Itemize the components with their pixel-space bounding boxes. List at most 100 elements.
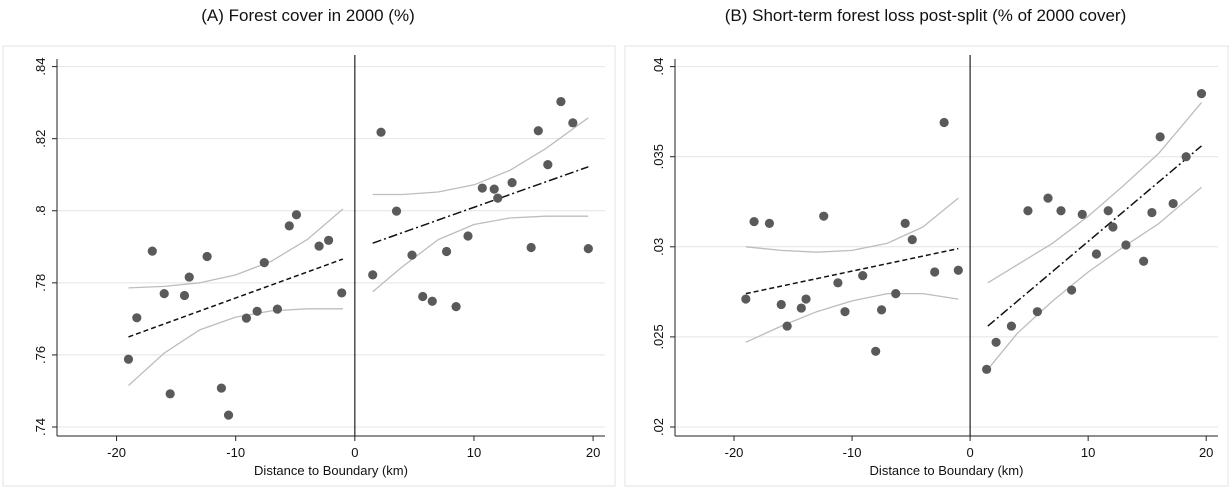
data-point [202, 251, 212, 262]
data-point [907, 234, 917, 245]
y-tick-label: .035 [651, 144, 666, 169]
ci-lower-left [128, 308, 343, 386]
data-point [991, 337, 1001, 347]
panel-a: (A) Forest cover in 2000 (%) .74 .76 .78 .8… [2, 6, 616, 487]
data-point [526, 242, 536, 253]
data-point [291, 210, 302, 220]
data-point [876, 305, 887, 315]
y-tick-label: .8 [33, 205, 48, 216]
data-point [252, 306, 262, 316]
y-tick-label: .03 [651, 238, 666, 256]
x-tick-label: 10 [467, 445, 481, 460]
data-point [796, 303, 806, 313]
data-point [427, 296, 437, 306]
data-point [165, 389, 175, 399]
y-tick-label: .84 [33, 58, 48, 76]
data-point [782, 321, 792, 331]
data-point [568, 118, 578, 128]
data-point [1147, 207, 1157, 218]
data-point [451, 302, 461, 312]
y-tick-label: .82 [33, 130, 48, 148]
x-tick-label: -20 [725, 445, 744, 460]
x-tick-label: 20 [586, 445, 600, 460]
data-point [223, 410, 234, 420]
data-point [1056, 206, 1066, 216]
data-point [493, 193, 503, 203]
data-point [1139, 256, 1149, 266]
data-point [741, 294, 751, 304]
data-point [982, 364, 992, 374]
data-point [858, 271, 868, 281]
data-point [241, 313, 252, 323]
data-point [556, 96, 566, 107]
x-tick-label: -10 [843, 445, 862, 460]
data-point [939, 117, 949, 128]
data-point [1196, 89, 1207, 99]
ci-lower-right [372, 215, 589, 293]
data-point [477, 183, 487, 193]
panel-border [2, 45, 616, 487]
y-tick-label: .02 [651, 418, 666, 436]
data-point [764, 218, 775, 228]
ci-upper-right [372, 117, 589, 196]
data-point [376, 127, 386, 137]
data-point [801, 294, 811, 304]
data-point [159, 289, 169, 299]
y-tick-label: .76 [33, 346, 48, 364]
data-point [1067, 285, 1077, 295]
panel-border [624, 45, 1229, 487]
data-point [1023, 206, 1033, 216]
data-point [543, 160, 553, 170]
data-point [1077, 209, 1087, 219]
data-point [749, 216, 759, 227]
data-point [132, 313, 142, 323]
data-point [147, 246, 157, 256]
fit-line-left [745, 247, 959, 295]
data-point [441, 246, 452, 257]
chart-a-svg: .74 .76 .78 .8 .82 .84 -20 -10 0 10 20 Distance to … [2, 45, 616, 487]
data-point [840, 307, 850, 317]
data-point [284, 221, 294, 231]
data-point [891, 289, 901, 299]
data-point [216, 383, 226, 393]
data-point [463, 231, 473, 241]
data-point [324, 235, 334, 245]
x-tick-label: -10 [226, 445, 245, 460]
data-point [272, 304, 282, 314]
data-point [489, 184, 499, 194]
data-point [900, 218, 910, 228]
data-point [259, 258, 269, 268]
y-tick-label: .025 [651, 324, 666, 349]
y-tick-label: .04 [651, 58, 666, 76]
chart-b-svg: .02 .025 .03 .035 .04 -20 -10 0 10 20 Distance to … [624, 45, 1229, 487]
data-point [930, 267, 940, 277]
data-point [1032, 307, 1042, 317]
data-point [368, 270, 378, 280]
x-tick-label: 0 [966, 445, 973, 460]
data-point [418, 291, 428, 302]
data-point [1091, 249, 1102, 259]
fit-line-left [128, 258, 344, 338]
ci-lower-left [745, 292, 959, 343]
ci-upper-left [745, 197, 959, 253]
data-point [583, 243, 593, 254]
fit-line-right [372, 166, 589, 244]
x-axis-title: Distance to Boundary (km) [870, 463, 1024, 478]
panel-b: (B) Short-term forest loss post-split (%… [622, 0, 1229, 489]
data-point [179, 290, 190, 301]
data-point [1181, 152, 1191, 162]
ci-lower-right [987, 186, 1202, 370]
data-point [123, 354, 134, 364]
data-point [391, 206, 402, 216]
data-point [1043, 193, 1053, 203]
data-point [1155, 132, 1165, 142]
data-point [1103, 206, 1113, 216]
chart-title: (B) Short-term forest loss post-split (%… [724, 6, 1127, 25]
data-point [953, 265, 963, 275]
data-point [1168, 198, 1178, 209]
data-point [871, 346, 881, 356]
data-point [1006, 321, 1017, 331]
y-tick-label: .78 [33, 274, 48, 292]
chart-title: (A) Forest cover in 2000 (%) [201, 6, 415, 25]
data-point [819, 211, 829, 221]
